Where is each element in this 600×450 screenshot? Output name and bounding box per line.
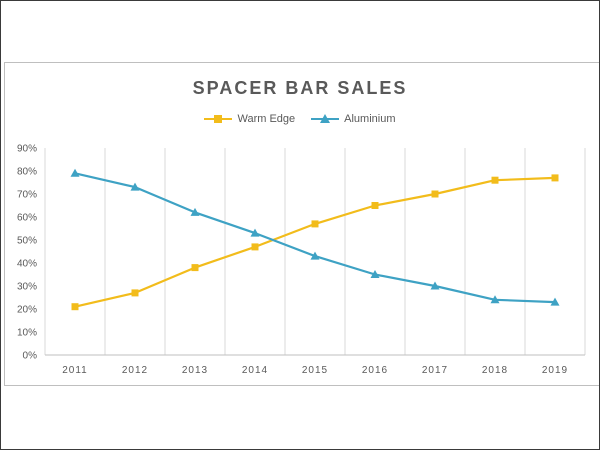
x-tick-label: 2019 (542, 365, 568, 376)
y-tick-label: 60% (17, 213, 37, 224)
y-tick-label: 80% (17, 167, 37, 178)
data-point-aluminium (190, 207, 200, 216)
data-point-aluminium (70, 168, 80, 177)
x-tick-label: 2015 (302, 365, 328, 376)
y-tick-label: 10% (17, 328, 37, 339)
data-point-aluminium (550, 297, 560, 306)
legend-item-aluminium: Aluminium (311, 113, 396, 125)
data-point-warm-edge (431, 190, 439, 198)
data-point-aluminium (490, 295, 500, 304)
data-point-warm-edge (491, 176, 499, 184)
data-point-aluminium (250, 228, 260, 237)
x-tick-label: 2016 (362, 365, 388, 376)
data-point-warm-edge (251, 243, 259, 251)
legend-marker-aluminium (311, 114, 340, 123)
legend-label-aluminium: Aluminium (344, 113, 396, 125)
data-point-warm-edge (71, 303, 79, 311)
data-point-warm-edge (371, 202, 379, 209)
y-tick-label: 30% (17, 282, 37, 293)
data-point-aluminium (310, 251, 320, 260)
x-tick-label: 2011 (62, 365, 88, 376)
data-point-aluminium (430, 281, 440, 290)
chart-area (4, 62, 599, 386)
series-line-aluminium (74, 172, 556, 304)
x-tick-label: 2012 (122, 365, 148, 376)
y-tick-label: 50% (17, 236, 37, 247)
y-tick-label: 40% (17, 259, 37, 270)
data-point-aluminium (130, 182, 140, 191)
y-tick-label: 70% (17, 190, 37, 201)
y-tick-label: 0% (23, 351, 38, 362)
legend-marker-warm-edge (204, 115, 233, 123)
y-tick-label: 90% (17, 144, 37, 155)
series-line-warm-edge (74, 176, 556, 308)
x-tick-label: 2014 (242, 365, 268, 376)
data-point-warm-edge (551, 174, 559, 182)
data-point-warm-edge (131, 289, 139, 297)
x-tick-label: 2018 (482, 365, 508, 376)
data-point-warm-edge (191, 264, 199, 272)
y-tick-label: 20% (17, 305, 37, 316)
legend-label-warm-edge: Warm Edge (237, 113, 296, 125)
legend-item-warm-edge: Warm Edge (204, 113, 295, 125)
chart-title: SPACER BAR SALES (192, 78, 408, 98)
x-tick-label: 2017 (422, 365, 448, 376)
data-point-aluminium (370, 270, 380, 278)
chart-legend: Warm Edge Aluminium (0, 113, 600, 125)
x-tick-label: 2013 (182, 365, 208, 376)
data-point-warm-edge (311, 220, 319, 228)
